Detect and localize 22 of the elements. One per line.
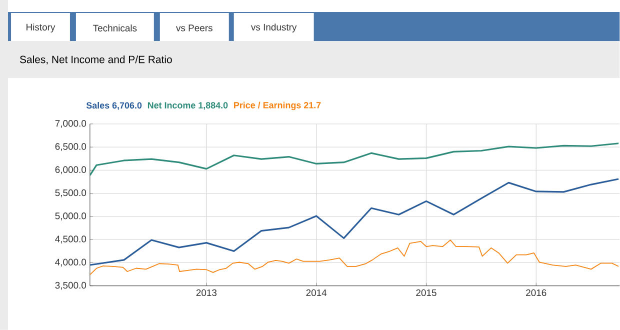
y-tick-label: 5,500.0 bbox=[55, 190, 86, 198]
text: vs Industry bbox=[251, 24, 297, 32]
x-tick-label: 2013 bbox=[196, 289, 217, 296]
y-tick-label: 4,500.0 bbox=[55, 236, 86, 244]
text: Price / Earnings 21.7 bbox=[234, 102, 321, 110]
text: Sales 6,706.0 bbox=[86, 102, 142, 110]
line-series bbox=[90, 178, 620, 266]
text: History bbox=[26, 24, 56, 32]
line-series bbox=[90, 142, 620, 176]
x-tick-label: 2016 bbox=[526, 289, 546, 296]
y-tick-label: 6,500.0 bbox=[55, 143, 86, 152]
text: Net Income 1,884.0 bbox=[148, 102, 228, 110]
y-tick-label: 5,000.0 bbox=[55, 212, 86, 220]
chart-title: Sales, Net Income and P/E Ratio bbox=[20, 56, 172, 65]
x-tick-label: 2015 bbox=[416, 289, 436, 296]
y-tick-label: 3,500.0 bbox=[55, 282, 86, 290]
y-tick-label: 6,000.0 bbox=[55, 166, 86, 174]
x-tick-label: 2014 bbox=[306, 289, 327, 296]
text: vs Peers bbox=[176, 24, 212, 32]
y-tick-label: 7,000.0 bbox=[55, 120, 86, 128]
text: Technicals bbox=[93, 24, 137, 32]
y-tick-label: 4,000.0 bbox=[55, 258, 86, 267]
